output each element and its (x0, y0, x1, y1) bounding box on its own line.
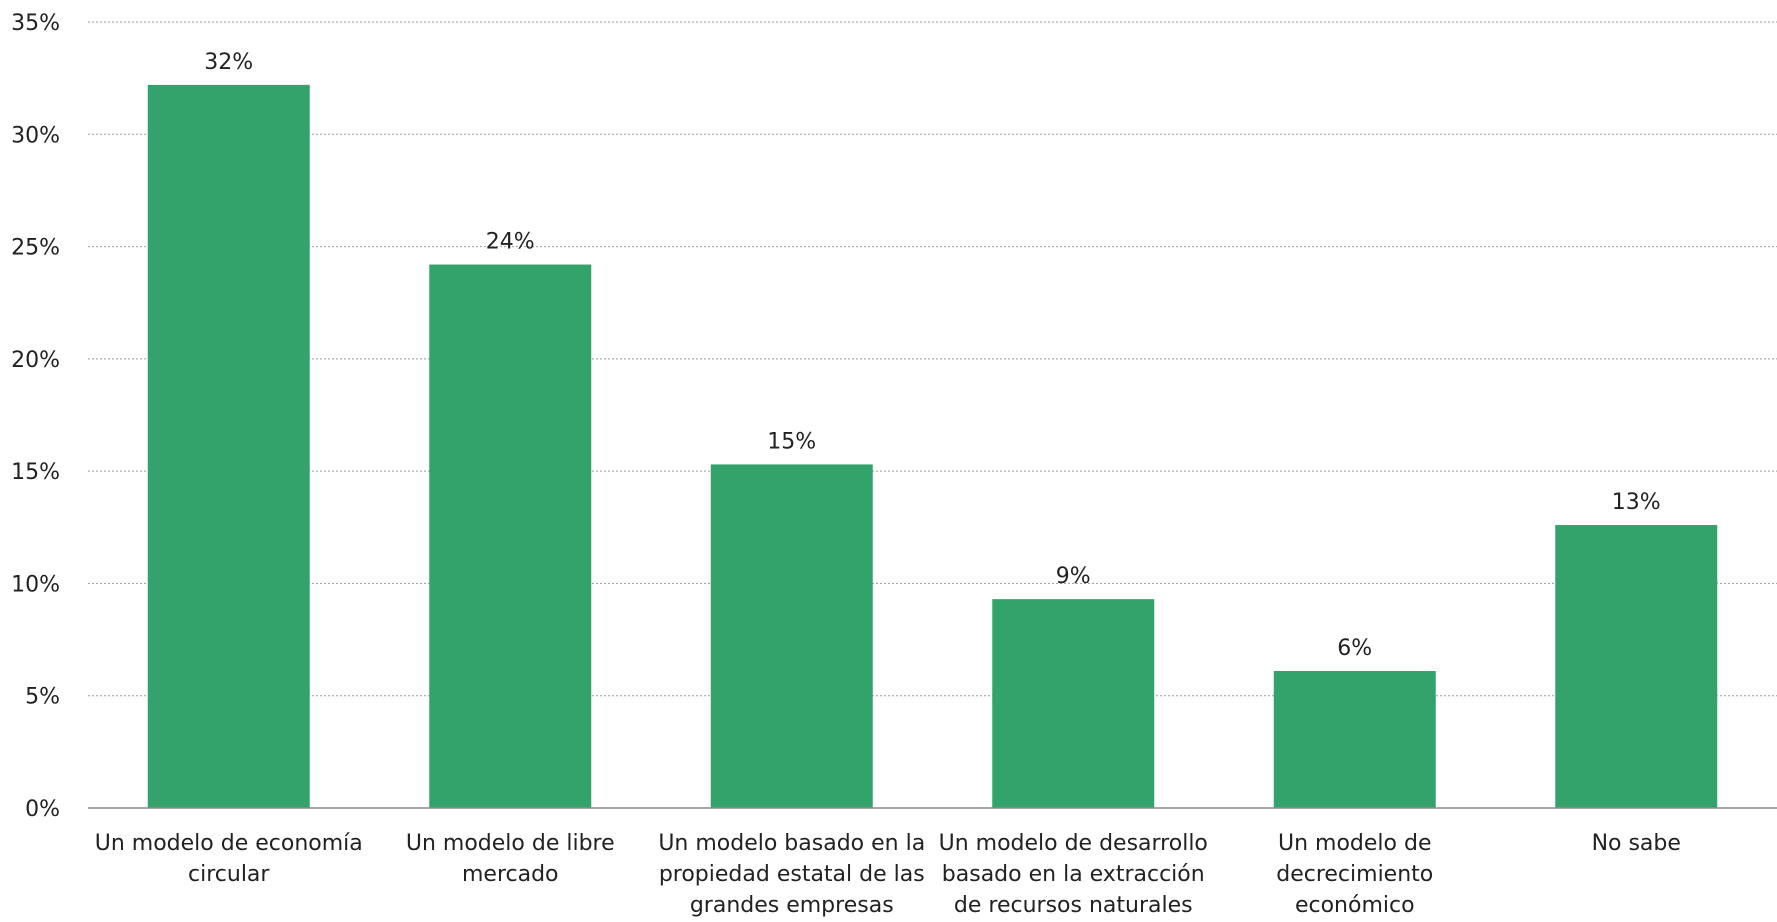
x-category-label-line: grandes empresas (690, 893, 894, 918)
bar (1273, 671, 1436, 808)
bar (992, 599, 1155, 808)
y-axis-tick-labels: 0% 5% 10% 15% 20% 25% 30% 35% (11, 11, 60, 822)
data-label: 6% (1337, 636, 1372, 661)
bar (1555, 525, 1718, 808)
x-category-label-line: Un modelo de desarrollo (939, 831, 1208, 856)
x-category-label-line: circular (188, 862, 270, 887)
x-category-label-line: Un modelo basado en la (658, 831, 925, 856)
data-label: 9% (1056, 564, 1091, 589)
x-category-label: Un modelo de desarrollo basado en la extr… (939, 831, 1208, 918)
y-tick-label: 0% (25, 797, 60, 822)
gridlines (88, 21, 1777, 697)
x-category-label: Un modelo de economía circular (95, 831, 363, 887)
bars (147, 84, 1718, 809)
x-category-label-line: Un modelo de libre (406, 831, 615, 856)
data-label: 32% (204, 50, 253, 75)
x-category-label-line: propiedad estatal de las (659, 862, 925, 887)
x-category-label-line: Un modelo de economía (95, 831, 363, 856)
data-label: 24% (486, 230, 535, 255)
y-tick-label: 35% (11, 11, 60, 36)
x-category-label-line: Un modelo de (1278, 831, 1432, 856)
x-category-label-line: No sabe (1592, 831, 1681, 856)
bar (147, 84, 310, 808)
bar (429, 264, 592, 809)
x-category-label-line: de recursos naturales (954, 893, 1193, 918)
y-tick-label: 10% (11, 572, 60, 597)
x-category-label-line: decrecimiento (1276, 862, 1433, 887)
y-tick-label: 25% (11, 236, 60, 261)
bar (710, 464, 873, 808)
data-label: 13% (1612, 490, 1661, 515)
y-tick-label: 5% (25, 685, 60, 710)
y-tick-label: 15% (11, 460, 60, 485)
x-category-label: No sabe (1592, 831, 1681, 856)
data-labels: 32% 24% 15% 9% 6% 13% (204, 50, 1660, 661)
x-category-label-line: económico (1295, 893, 1415, 918)
x-category-label-line: basado en la extracción (942, 862, 1205, 887)
y-tick-label: 20% (11, 348, 60, 373)
x-category-label: Un modelo basado en la propiedad estatal … (658, 831, 925, 918)
x-category-label: Un modelo de decrecimiento económico (1276, 831, 1433, 918)
y-tick-label: 30% (11, 123, 60, 148)
x-category-label: Un modelo de libre mercado (406, 831, 615, 887)
data-label: 15% (767, 429, 816, 454)
x-category-label-line: mercado (462, 862, 559, 887)
